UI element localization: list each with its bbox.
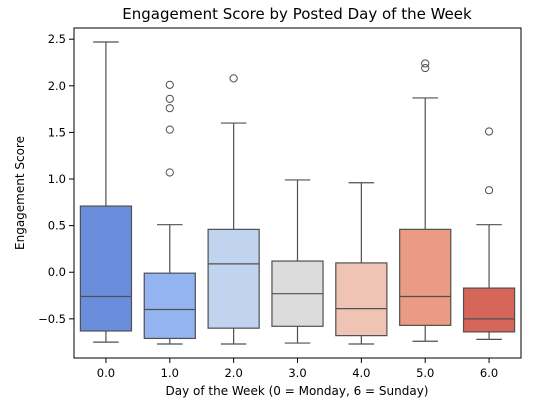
box-group: [462, 127, 516, 340]
iqr-box: [79, 205, 133, 332]
box-group: [335, 182, 388, 345]
outlier-point: [484, 186, 494, 195]
box-group: [399, 59, 452, 342]
x-tick-label: 1.0: [161, 366, 179, 380]
y-tick-label: −0.5: [38, 312, 66, 326]
x-axis-label: Day of the Week (0 = Monday, 6 = Sunday): [166, 384, 429, 398]
outlier-point: [165, 125, 174, 134]
iqr-box: [399, 228, 452, 326]
outlier-point: [165, 80, 174, 89]
x-tick-label: 3.0: [288, 366, 306, 380]
iqr-box: [207, 228, 260, 329]
y-axis-ticks: −0.5 0.0 0.5 1.0 1.5 2.0 2.5: [38, 32, 74, 326]
outlier-point: [165, 104, 174, 113]
box-group: [207, 74, 260, 345]
iqr-box: [462, 287, 516, 333]
x-tick-label: 0.0: [97, 366, 115, 380]
x-tick-label: 4.0: [352, 366, 370, 380]
iqr-box: [143, 272, 196, 340]
chart-title: Engagement Score by Posted Day of the We…: [122, 5, 472, 23]
x-tick-label: 2.0: [224, 366, 242, 380]
plot-area: [79, 41, 516, 345]
box-group: [271, 179, 324, 344]
y-tick-label: 0.0: [48, 265, 66, 279]
outlier-point: [165, 168, 174, 177]
outlier-point: [421, 63, 430, 73]
outlier-point: [421, 59, 430, 68]
y-tick-label: 1.5: [48, 125, 66, 139]
y-tick-label: 0.5: [48, 219, 66, 233]
y-tick-label: 1.0: [48, 172, 66, 186]
box-group: [79, 41, 133, 343]
x-axis-ticks: 0.0 1.0 2.0 3.0 4.0 5.0 6.0: [97, 358, 498, 380]
y-axis-label: Engagement Score: [13, 136, 27, 250]
y-tick-label: 2.0: [48, 79, 66, 93]
outlier-point: [165, 94, 174, 103]
iqr-box: [335, 262, 388, 337]
box-group: [143, 80, 196, 345]
outlier-point: [484, 127, 494, 136]
y-tick-label: 2.5: [48, 32, 66, 46]
outlier-point: [229, 74, 238, 83]
x-tick-label: 5.0: [416, 366, 434, 380]
x-tick-label: 6.0: [480, 366, 498, 380]
